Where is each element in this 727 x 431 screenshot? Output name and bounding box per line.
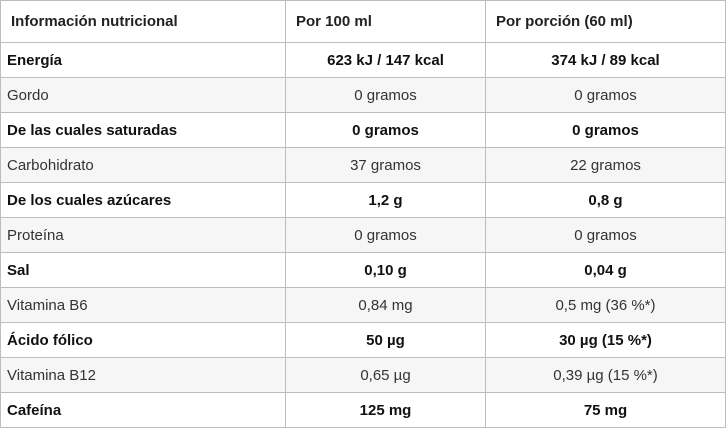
per-serving-value-cell: 0,39 µg (15 %*) bbox=[485, 357, 726, 393]
per-100ml-value-cell: 125 mg bbox=[285, 392, 486, 428]
per-100ml-value-cell: 0 gramos bbox=[285, 217, 486, 253]
per-100ml-value-cell: 0 gramos bbox=[285, 77, 486, 113]
per-serving-value-cell: 22 gramos bbox=[485, 147, 726, 183]
nutrient-name-cell: Ácido fólico bbox=[0, 322, 286, 358]
nutrient-name-cell: De los cuales azúcares bbox=[0, 182, 286, 218]
nutrient-name-cell: Cafeína bbox=[0, 392, 286, 428]
per-100ml-value-cell: 623 kJ / 147 kcal bbox=[285, 42, 486, 78]
per-100ml-value-cell: 0 gramos bbox=[285, 112, 486, 148]
nutrient-name-cell: Sal bbox=[0, 252, 286, 288]
per-100ml-value-cell: 37 gramos bbox=[285, 147, 486, 183]
table-row: Proteína 0 gramos 0 gramos bbox=[0, 217, 726, 253]
per-serving-value-cell: 0 gramos bbox=[485, 77, 726, 113]
nutrient-name-cell: De las cuales saturadas bbox=[0, 112, 286, 148]
per-100ml-value-cell: 0,10 g bbox=[285, 252, 486, 288]
per-100ml-value-cell: 1,2 g bbox=[285, 182, 486, 218]
per-serving-value-cell: 0,8 g bbox=[485, 182, 726, 218]
table-row: Energía 623 kJ / 147 kcal 374 kJ / 89 kcal bbox=[0, 42, 726, 78]
per-serving-value-cell: 0,5 mg (36 %*) bbox=[485, 287, 726, 323]
table-row: De las cuales saturadas 0 gramos 0 gramos bbox=[0, 112, 726, 148]
table-header: Información nutricional Por 100 ml Por p… bbox=[0, 0, 726, 43]
per-serving-value-cell: 0,04 g bbox=[485, 252, 726, 288]
header-row: Información nutricional Por 100 ml Por p… bbox=[0, 0, 726, 43]
table-row: Cafeína 125 mg 75 mg bbox=[0, 392, 726, 428]
nutrient-name-cell: Vitamina B12 bbox=[0, 357, 286, 393]
table-row: De los cuales azúcares 1,2 g 0,8 g bbox=[0, 182, 726, 218]
per-serving-value-cell: 30 µg (15 %*) bbox=[485, 322, 726, 358]
table-row: Vitamina B6 0,84 mg 0,5 mg (36 %*) bbox=[0, 287, 726, 323]
per-serving-value-cell: 0 gramos bbox=[485, 217, 726, 253]
nutrient-name-cell: Energía bbox=[0, 42, 286, 78]
per-100ml-value-cell: 0,84 mg bbox=[285, 287, 486, 323]
nutrient-name-cell: Proteína bbox=[0, 217, 286, 253]
header-per-serving: Por porción (60 ml) bbox=[485, 0, 726, 43]
table-row: Ácido fólico 50 µg 30 µg (15 %*) bbox=[0, 322, 726, 358]
per-100ml-value-cell: 0,65 µg bbox=[285, 357, 486, 393]
nutrient-name-cell: Vitamina B6 bbox=[0, 287, 286, 323]
nutrient-name-cell: Gordo bbox=[0, 77, 286, 113]
table-body: Energía 623 kJ / 147 kcal 374 kJ / 89 kcal… bbox=[0, 42, 726, 428]
table-row: Gordo 0 gramos 0 gramos bbox=[0, 77, 726, 113]
table-row: Carbohidrato 37 gramos 22 gramos bbox=[0, 147, 726, 183]
table-row: Sal 0,10 g 0,04 g bbox=[0, 252, 726, 288]
nutrient-name-cell: Carbohidrato bbox=[0, 147, 286, 183]
header-per-100ml: Por 100 ml bbox=[285, 0, 486, 43]
per-serving-value-cell: 75 mg bbox=[485, 392, 726, 428]
per-serving-value-cell: 374 kJ / 89 kcal bbox=[485, 42, 726, 78]
per-100ml-value-cell: 50 µg bbox=[285, 322, 486, 358]
table-row: Vitamina B12 0,65 µg 0,39 µg (15 %*) bbox=[0, 357, 726, 393]
header-nutrition-info: Información nutricional bbox=[0, 0, 286, 43]
per-serving-value-cell: 0 gramos bbox=[485, 112, 726, 148]
